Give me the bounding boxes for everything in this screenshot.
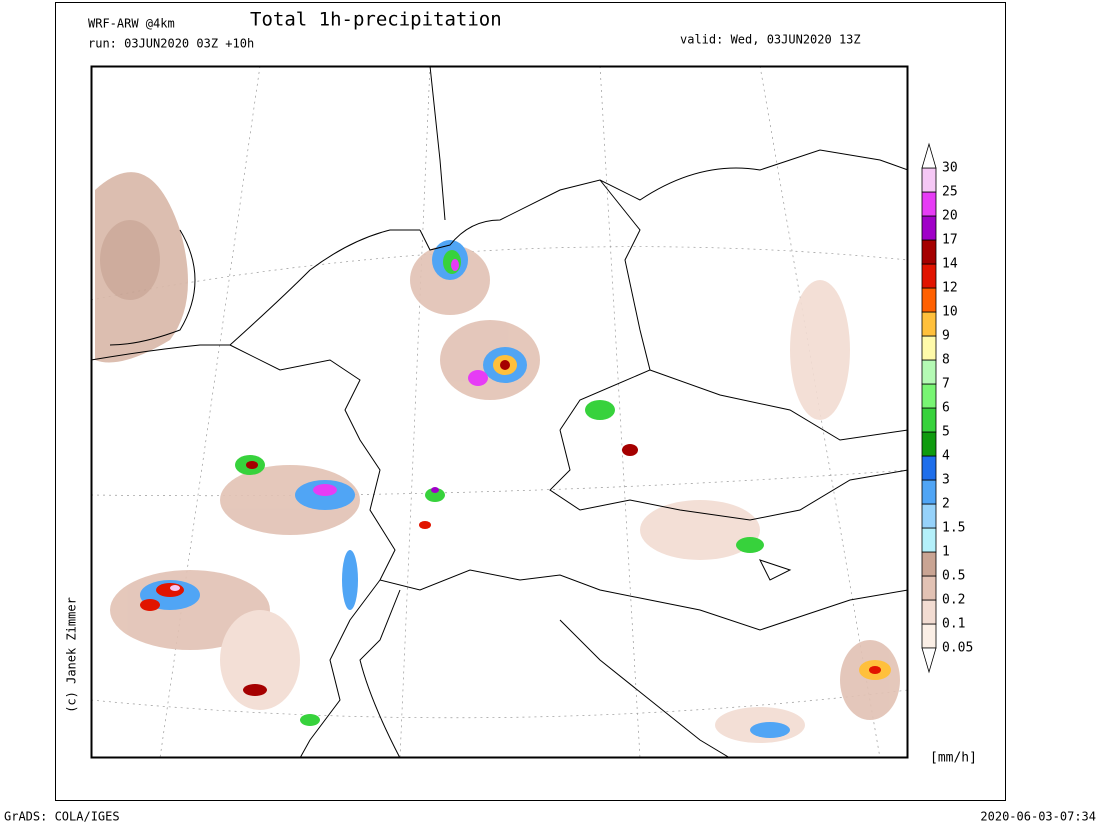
colorbar-box xyxy=(921,167,937,193)
colorbar-label: 5 xyxy=(942,425,950,440)
model-label: WRF-ARW @4km xyxy=(88,17,175,31)
colorbar-box xyxy=(921,551,937,577)
map-area xyxy=(91,66,908,758)
colorbar-label: 9 xyxy=(942,329,950,344)
colorbar-box xyxy=(921,575,937,601)
valid-label: valid: Wed, 03JUN2020 13Z xyxy=(680,33,861,47)
colorbar-label: 20 xyxy=(942,209,958,224)
unit-label: [mm/h] xyxy=(930,751,977,766)
colorbar-box xyxy=(921,455,937,481)
colorbar-box xyxy=(921,215,937,241)
colorbar-label: 14 xyxy=(942,257,958,272)
colorbar-label: 10 xyxy=(942,305,958,320)
colorbar-box xyxy=(921,599,937,625)
colorbar-label: 6 xyxy=(942,401,950,416)
colorbar-box xyxy=(921,383,937,409)
colorbar-label: 1.5 xyxy=(942,521,965,536)
colorbar-label: 30 xyxy=(942,161,958,176)
colorbar-box xyxy=(921,503,937,529)
map-title: Total 1h-precipitation xyxy=(250,9,502,31)
colorbar-box xyxy=(921,239,937,265)
map-frame xyxy=(90,65,909,759)
colorbar-box xyxy=(921,527,937,553)
borders xyxy=(91,66,908,758)
colorbar-box xyxy=(921,407,937,433)
colorbar-box xyxy=(921,359,937,385)
colorbar-label: 8 xyxy=(942,353,950,368)
colorbar-label: 12 xyxy=(942,281,958,296)
colorbar-box xyxy=(921,263,937,289)
colorbar-label: 3 xyxy=(942,473,950,488)
colorbar-label: 17 xyxy=(942,233,958,248)
colorbar-box xyxy=(921,335,937,361)
copyright: (c) Janek Zimmer xyxy=(65,597,79,713)
colorbar-label: 2 xyxy=(942,497,950,512)
colorbar-label: 4 xyxy=(942,449,950,464)
colorbar-label: 25 xyxy=(942,185,958,200)
colorbar-label: 0.05 xyxy=(942,641,973,656)
colorbar-box xyxy=(921,479,937,505)
precip-cells xyxy=(140,240,891,738)
colorbar-label: 0.1 xyxy=(942,617,965,632)
colorbar-box xyxy=(921,311,937,337)
colorbar-top-arrow xyxy=(921,142,937,169)
colorbar-label: 0.2 xyxy=(942,593,965,608)
colorbar: 0.05 0.1 0.2 0.5 1 1.5 2 3 4 5 6 7 8 9 10 12 14 17 20 25 30 xyxy=(921,142,973,674)
colorbar-box xyxy=(921,287,937,313)
run-label: run: 03JUN2020 03Z +10h xyxy=(88,37,254,51)
colorbar-label: 7 xyxy=(942,377,950,392)
colorbar-bottom-arrow xyxy=(921,647,937,674)
colorbar-box xyxy=(921,191,937,217)
colorbar-label: 1 xyxy=(942,545,950,560)
colorbar-box xyxy=(921,623,937,649)
footer-left: GrADS: COLA/IGES xyxy=(4,810,120,824)
colorbar-label: 0.5 xyxy=(942,569,965,584)
footer-right: 2020-06-03-07:34 xyxy=(980,810,1096,824)
colorbar-box xyxy=(921,431,937,457)
